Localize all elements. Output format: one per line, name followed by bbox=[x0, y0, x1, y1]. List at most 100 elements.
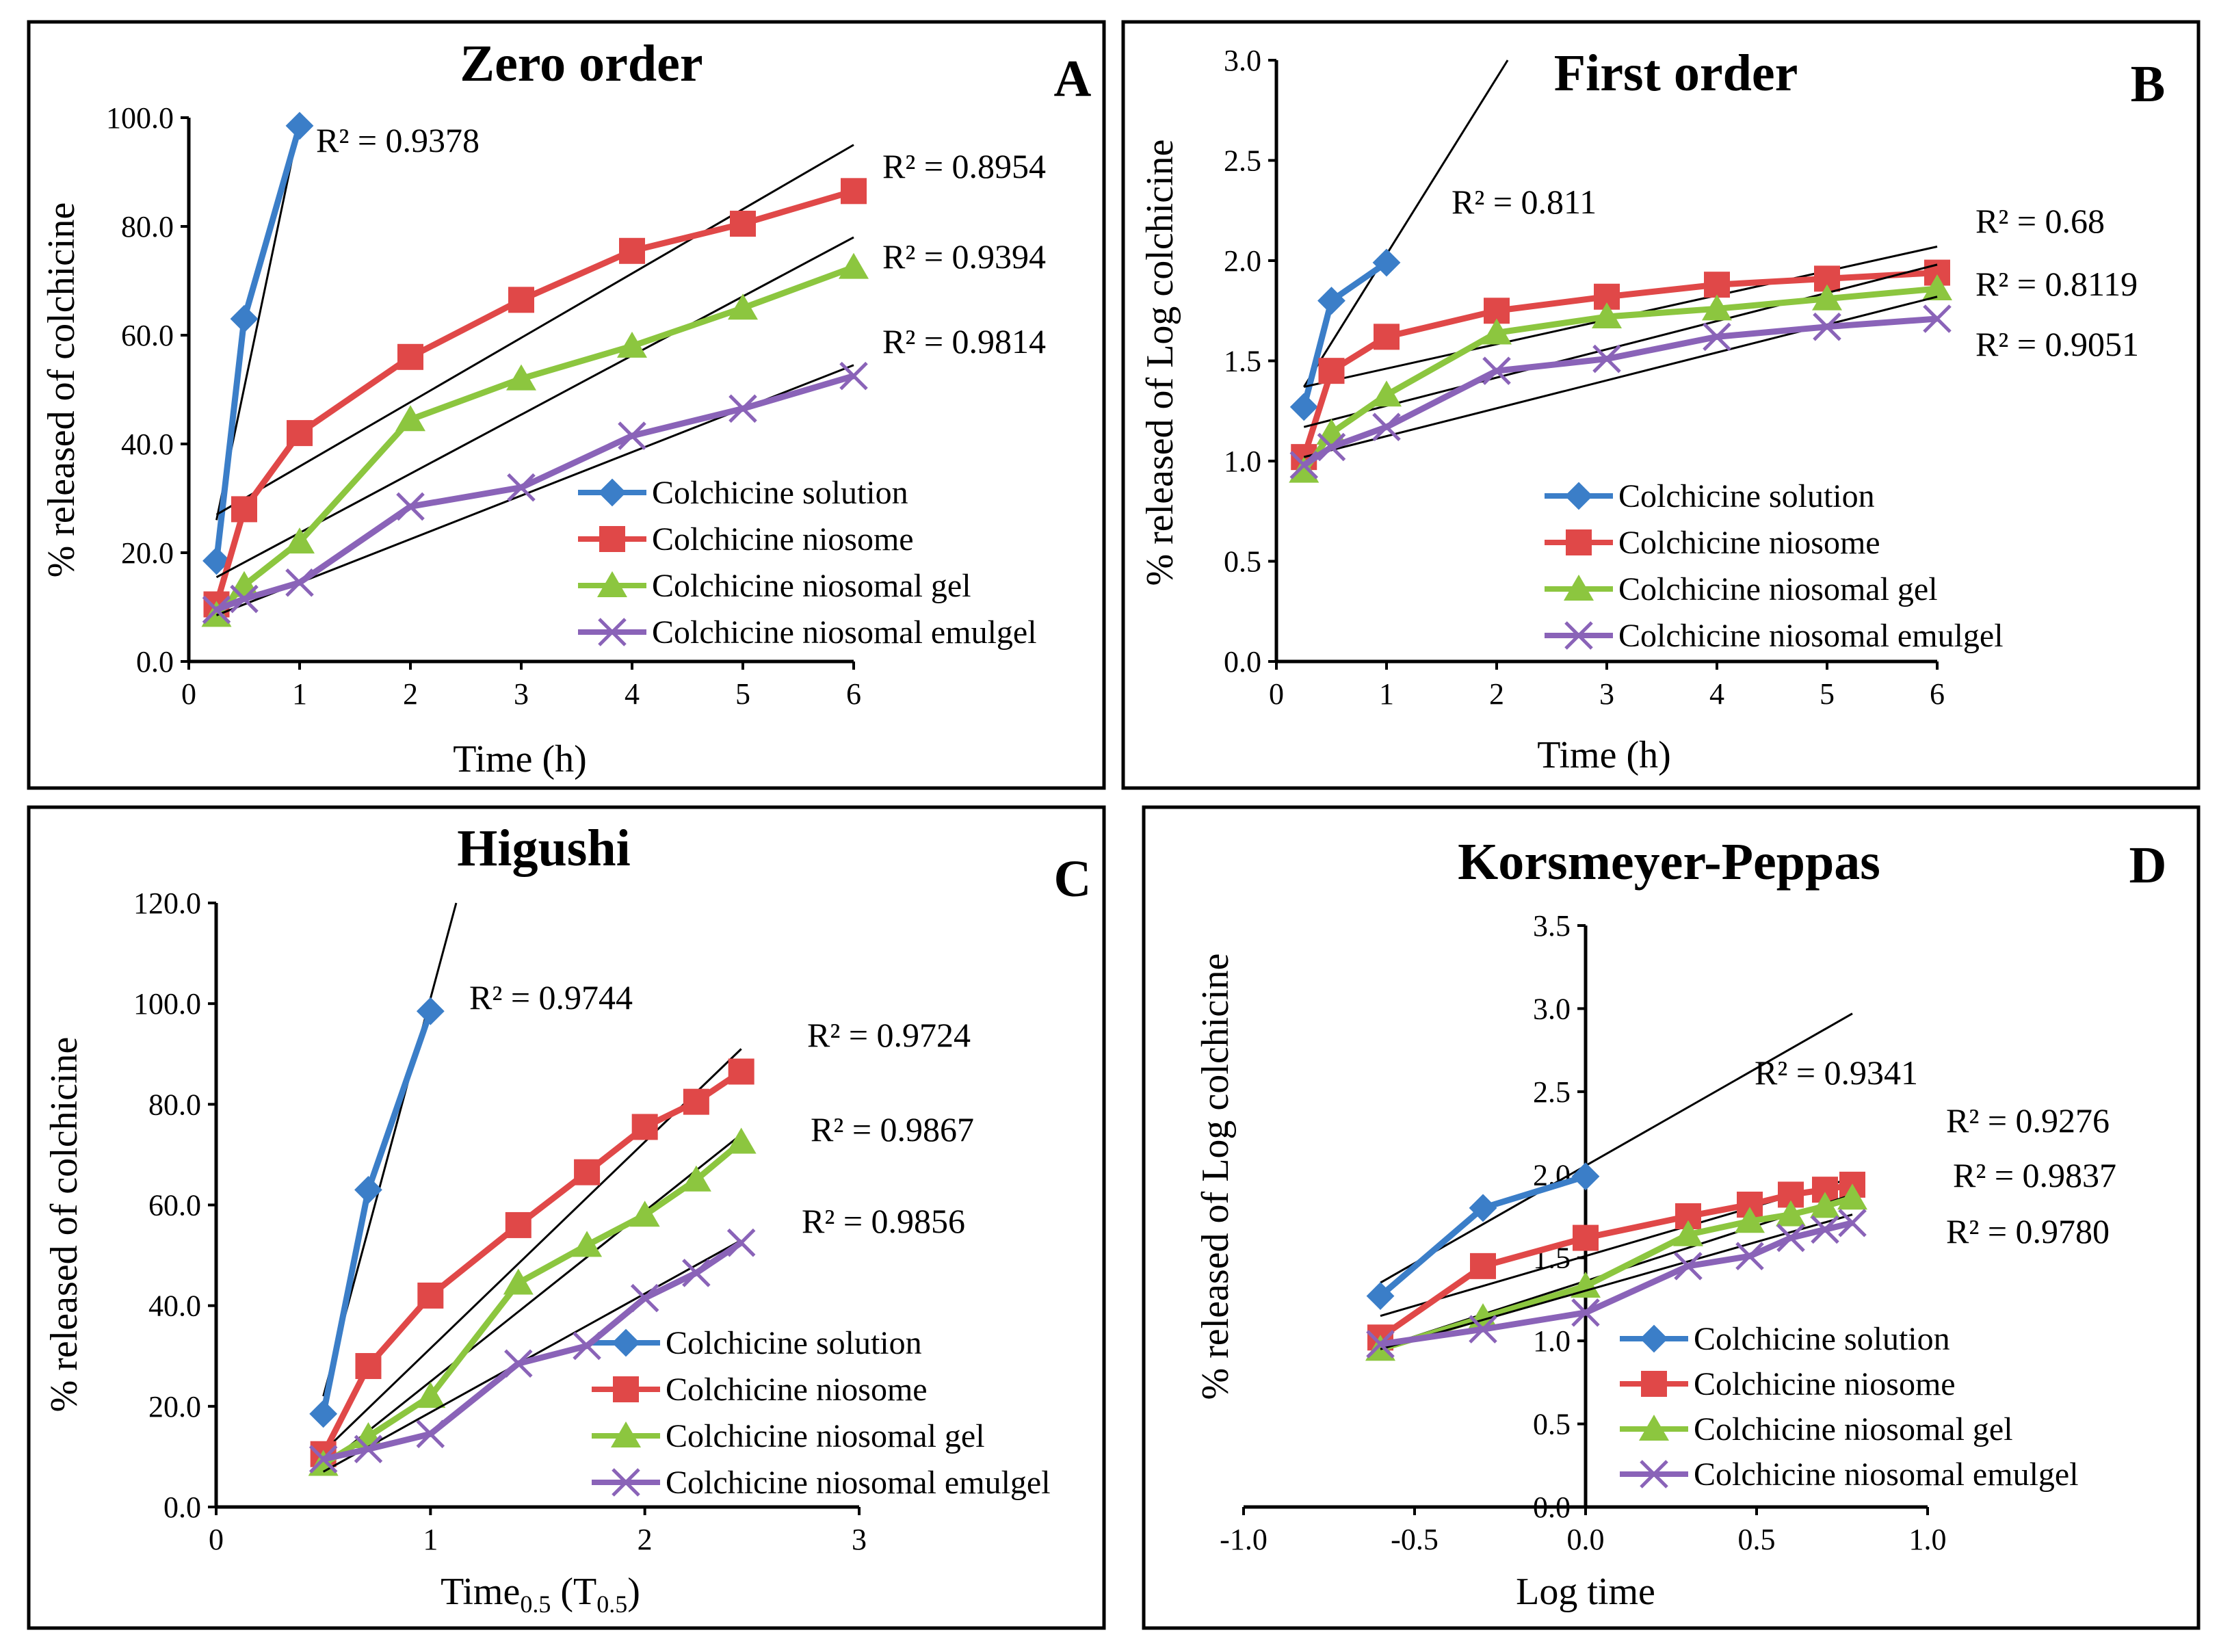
legend-label: Colchicine niosomal emulgel bbox=[1618, 618, 2004, 654]
data-point-emulgel bbox=[1674, 1252, 1703, 1281]
series-line-emulgel bbox=[1302, 315, 1938, 468]
y-tick-label: 2.5 bbox=[1533, 1075, 1571, 1109]
series-solution: R² = 0.811 bbox=[1289, 60, 1597, 421]
data-point-gel bbox=[1776, 1200, 1806, 1227]
data-point-solution bbox=[1372, 248, 1401, 277]
data-point-emulgel bbox=[504, 1349, 533, 1378]
data-point-gel bbox=[629, 1201, 660, 1227]
series-gel: R² = 0.9394 bbox=[201, 236, 1046, 627]
data-point-emulgel bbox=[354, 1434, 383, 1464]
x-tick-label: 2 bbox=[403, 677, 418, 711]
panel-c-frame bbox=[27, 805, 1106, 1630]
series-emulgel: R² = 0.9780 bbox=[1366, 1208, 2110, 1359]
y-tick-label: 1.0 bbox=[1224, 445, 1261, 478]
data-point-emulgel bbox=[308, 1445, 338, 1473]
r2-label-niosome: R² = 0.9276 bbox=[1946, 1101, 2110, 1140]
panel-b-frame bbox=[1121, 20, 2201, 790]
data-point-niosome bbox=[1318, 358, 1345, 384]
data-point-niosome bbox=[619, 237, 645, 264]
data-point-gel bbox=[1289, 456, 1319, 483]
trendline-gel bbox=[322, 1133, 742, 1468]
r2-label-niosome: R² = 0.68 bbox=[1975, 202, 2105, 240]
data-point-gel bbox=[1571, 1272, 1601, 1298]
legend-entry-gel: Colchicine niosomal gel bbox=[1620, 1411, 2013, 1447]
data-point-emulgel bbox=[230, 584, 259, 614]
series-solution: R² = 0.9378 bbox=[202, 112, 480, 575]
data-point-niosome bbox=[355, 1352, 382, 1379]
y-tick-label: 0.5 bbox=[1224, 545, 1261, 579]
x-tick-label: 1.0 bbox=[1909, 1523, 1947, 1556]
x-tick-label: 4 bbox=[1709, 677, 1724, 711]
r2-label-solution: R² = 0.9744 bbox=[469, 978, 633, 1017]
series-niosome: R² = 0.9724 bbox=[310, 1016, 971, 1467]
panel-a-ylabel: % released of colchicine bbox=[40, 202, 83, 578]
panel-c-chart: 0.0 20.0 40.0 60.0 80.0 100.0 120.0 0 1 2 3 R² = 0.… bbox=[133, 887, 1051, 1556]
r2-label-solution: R² = 0.9378 bbox=[316, 121, 480, 159]
r2-label-gel: R² = 0.9394 bbox=[882, 237, 1046, 276]
data-point-gel bbox=[726, 1127, 757, 1154]
trendline-niosome bbox=[215, 144, 854, 516]
legend-entry-niosome: Colchicine niosome bbox=[1620, 1366, 1956, 1402]
y-tick-label: 0.5 bbox=[1533, 1408, 1571, 1441]
data-point-gel bbox=[681, 1165, 711, 1192]
y-tick-label: 0.0 bbox=[163, 1491, 201, 1524]
x-tick-label: 4 bbox=[625, 677, 640, 711]
y-tick-label: 100.0 bbox=[133, 987, 201, 1021]
data-point-emulgel bbox=[285, 568, 314, 597]
data-point-gel bbox=[415, 1382, 446, 1408]
legend-marker bbox=[598, 478, 627, 507]
r2-label-niosome: R² = 0.9724 bbox=[807, 1016, 971, 1054]
data-point-emulgel bbox=[1703, 322, 1731, 352]
y-tick-label: 0.0 bbox=[1224, 645, 1261, 679]
x-tick-label: 5 bbox=[735, 677, 750, 711]
legend-marker bbox=[1564, 575, 1594, 601]
legend-marker bbox=[612, 1328, 640, 1357]
data-point-emulgel bbox=[1811, 1215, 1839, 1244]
data-point-emulgel bbox=[416, 1419, 445, 1449]
data-point-gel bbox=[308, 1450, 339, 1476]
data-point-emulgel bbox=[1469, 1315, 1497, 1343]
legend-label: Colchicine niosome bbox=[666, 1372, 928, 1408]
legend-marker bbox=[1566, 529, 1592, 555]
y-tick-label: 20.0 bbox=[121, 536, 174, 570]
y-tick-label: 3.0 bbox=[1533, 992, 1571, 1025]
panel-b-letter: B bbox=[2131, 55, 2166, 113]
legend-label: Colchicine niosome bbox=[652, 521, 914, 558]
y-tick-label: 1.0 bbox=[1533, 1324, 1571, 1358]
data-point-emulgel bbox=[1482, 356, 1511, 385]
legend-entry-solution: Colchicine solution bbox=[1620, 1321, 1950, 1357]
r2-label-solution: R² = 0.811 bbox=[1452, 183, 1597, 221]
data-point-emulgel bbox=[1813, 312, 1841, 341]
panel-d-ylabel: % released of Log colchicine bbox=[1194, 953, 1237, 1400]
data-point-solution bbox=[1366, 1282, 1395, 1310]
r2-label-emulgel: R² = 0.9814 bbox=[882, 322, 1046, 360]
x-tick-label: 0.5 bbox=[1738, 1523, 1776, 1556]
data-point-niosome bbox=[1470, 1253, 1496, 1279]
data-point-solution bbox=[1317, 287, 1345, 315]
data-point-gel bbox=[506, 364, 536, 391]
legend-entry-solution: Colchicine solution bbox=[578, 475, 908, 511]
series-niosome: R² = 0.9276 bbox=[1367, 1101, 2110, 1351]
legend-marker bbox=[1640, 1460, 1668, 1489]
data-point-emulgel bbox=[573, 1331, 601, 1361]
x-tick-label: 0 bbox=[1269, 677, 1284, 711]
data-point-emulgel bbox=[682, 1259, 711, 1287]
series-line-emulgel bbox=[1380, 1220, 1854, 1348]
series-gel: R² = 0.9837 bbox=[1365, 1156, 2116, 1361]
legend-label: Colchicine niosomal gel bbox=[1694, 1411, 2013, 1447]
panel-c-xlabel-paren: (T bbox=[560, 1571, 596, 1613]
data-point-solution bbox=[416, 997, 445, 1025]
x-tick-label: -1.0 bbox=[1220, 1523, 1268, 1556]
data-point-niosome bbox=[287, 420, 313, 447]
x-tick-label: 6 bbox=[846, 677, 861, 711]
panel-c-xlabel-close: ) bbox=[627, 1571, 640, 1613]
trendline-solution bbox=[1380, 1012, 1853, 1284]
y-tick-label: 100.0 bbox=[106, 101, 174, 135]
panel-d-xlabel: Log time bbox=[1516, 1571, 1655, 1613]
panel-a-letter: A bbox=[1054, 50, 1092, 107]
data-point-emulgel bbox=[618, 421, 646, 450]
legend-entry-niosome: Colchicine niosome bbox=[1545, 525, 1880, 561]
panel-a-xlabel: Time (h) bbox=[453, 738, 587, 781]
legend-label: Colchicine solution bbox=[652, 475, 908, 511]
legend-entry-niosome: Colchicine niosome bbox=[578, 521, 914, 558]
